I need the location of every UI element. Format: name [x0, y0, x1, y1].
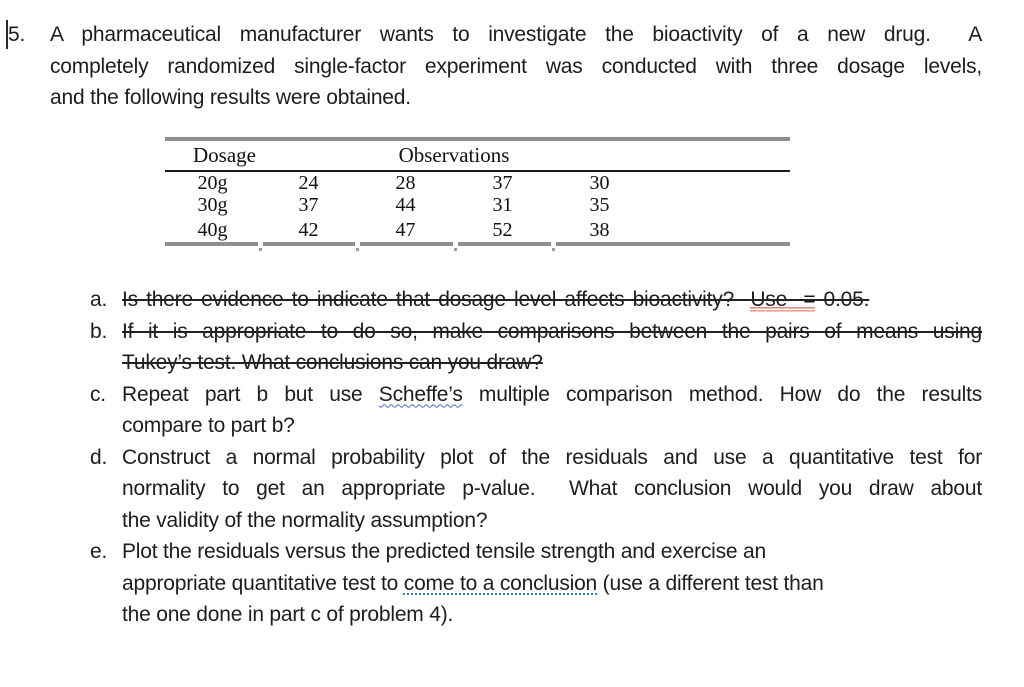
table-cell-obs: 24: [298, 172, 319, 194]
table-border-gap: [355, 242, 360, 246]
list-item-b-line-2: Tukey’s test. What conclusions can you d…: [122, 351, 543, 374]
table-top-border: [165, 137, 790, 141]
item-a-grammar-marked-text: Use =: [750, 288, 816, 311]
table-cell-obs: 47: [395, 219, 416, 241]
table-border-gap: [258, 242, 263, 246]
item-e-marker: e.: [90, 540, 108, 563]
list-item-b-line-1: b. If it is appropriate to do so, make co…: [90, 316, 982, 348]
table-border-gap: [453, 242, 458, 246]
table-border-gap: [551, 242, 556, 246]
table-cell-obs: 30: [589, 172, 610, 194]
table-cell-dosage: 20g: [197, 172, 228, 194]
table-cell-obs: 31: [492, 194, 513, 216]
list-item-a-line-1: a. Is there evidence to indicate that dos…: [90, 284, 982, 316]
list-item-d-line-1: d. Construct a normal probability plot of…: [90, 442, 982, 474]
table-row: 20g 24 28 37 30: [165, 172, 790, 194]
item-a-text-end: 0.05.: [815, 288, 870, 311]
list-item-d-line-2: normality to get an appropriate p-value.…: [122, 477, 982, 500]
list-item-e-line-1: e. Plot the residuals versus the predicte…: [90, 536, 982, 568]
table-cell-dosage: 40g: [197, 219, 228, 241]
table-column-tick: [356, 248, 359, 251]
table-cell-obs: 28: [395, 172, 416, 194]
item-d-text-1: Construct a normal probability plot of t…: [122, 445, 982, 469]
text-cursor: [6, 20, 8, 49]
list-item-c-line-1: c. Repeat part b but use Scheffe’s multip…: [90, 379, 982, 411]
table-bottom-border: [165, 242, 790, 251]
table-column-tick: [259, 248, 262, 251]
item-d-marker: d.: [90, 445, 108, 469]
list-item-e-line-2: appropriate quantitative test to come to…: [90, 568, 982, 600]
intro-text-1: A pharmaceutical manufacturer wants to i…: [50, 23, 982, 46]
item-e-text-3: (use a different test than: [597, 571, 824, 595]
table-cell-obs: 37: [298, 194, 319, 216]
item-b-text-1: If it is appropriate to do so, make comp…: [122, 319, 982, 343]
intro-line-2: completely randomized single-factor expe…: [50, 54, 982, 78]
item-c-spellcheck-text: Scheffe’s: [378, 382, 463, 406]
item-c-text-2: multiple comparison method. How do the r…: [462, 382, 982, 406]
table-cell-obs: 37: [492, 172, 513, 194]
question-list: a. Is there evidence to indicate that dos…: [90, 284, 982, 631]
table-cell-obs: 35: [589, 194, 610, 216]
data-table: Dosage Observations 20g 24 28 37 30 30g …: [165, 137, 790, 251]
table-cell-obs: 38: [589, 219, 610, 241]
table-cell-dosage: 30g: [197, 194, 228, 216]
intro-line-3: and the following results were obtained.: [50, 86, 411, 109]
table-row: 30g 37 44 31 35: [165, 194, 790, 216]
table-cell-obs: 52: [492, 219, 513, 241]
table-cell-obs: 42: [298, 219, 319, 241]
list-item-d-line-3: the validity of the normality assumption…: [122, 508, 488, 532]
item-e-grammar-marked-text: come to a conclusion: [403, 571, 598, 595]
item-a-text: Is there evidence to indicate that dosag…: [122, 288, 751, 311]
problem-statement: 5. A pharmaceutical manufacturer wants to…: [8, 19, 982, 114]
table-header-dosage: Dosage: [193, 143, 256, 167]
item-a-marker: a.: [90, 288, 108, 311]
list-item-e-line-3: the one done in part c of problem 4).: [122, 603, 454, 626]
table-column-tick: [552, 248, 555, 251]
table-header-row: Dosage Observations: [165, 141, 790, 170]
item-e-text-1: Plot the residuals versus the predicted …: [122, 540, 766, 563]
table-header-observations: Observations: [398, 143, 510, 167]
table-header-rule: [165, 170, 790, 172]
item-c-marker: c.: [90, 382, 106, 406]
table-column-tick: [454, 248, 457, 251]
table-row: 40g 42 47 52 38: [165, 219, 790, 241]
problem-number: 5.: [8, 23, 26, 46]
item-e-text-2: appropriate quantitative test to: [122, 571, 404, 595]
list-item-c-line-2: compare to part b?: [122, 414, 295, 437]
item-b-marker: b.: [90, 319, 108, 343]
table-cell-obs: 44: [395, 194, 416, 216]
item-c-text-1: Repeat part b but use: [122, 382, 379, 406]
intro-line-1: 5. A pharmaceutical manufacturer wants to…: [8, 19, 982, 51]
